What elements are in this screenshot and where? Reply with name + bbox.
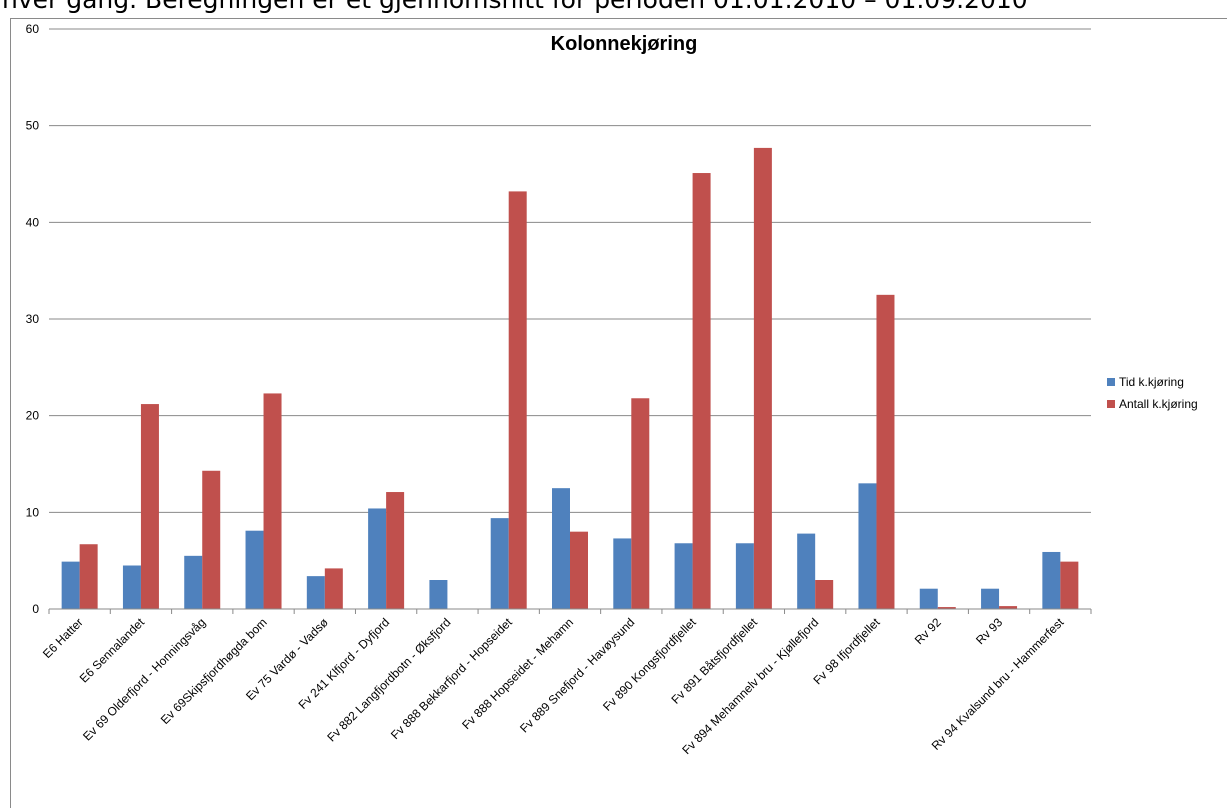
bar-tid	[735, 543, 754, 609]
bar-antall	[79, 544, 98, 609]
y-tick-label: 50	[26, 119, 40, 133]
legend-swatch	[1107, 400, 1115, 408]
bar-antall	[1060, 561, 1079, 609]
legend-label: Antall k.kjøring	[1119, 397, 1198, 411]
bar-antall	[631, 398, 650, 609]
bar-antall	[508, 191, 527, 609]
bar-antall	[386, 492, 405, 609]
bar-tid	[674, 543, 693, 609]
bar-antall	[570, 531, 588, 609]
header-text: hver gang. Beregningen er et gjennomsnit…	[2, 0, 1028, 14]
bar-tid	[61, 561, 80, 609]
bar-antall	[692, 173, 711, 610]
bar-tid	[1042, 551, 1061, 609]
x-tick-label: E6 Hatter	[40, 615, 86, 661]
x-tick-label: Fv 889 Snefjord - Havøysund	[517, 615, 637, 735]
bar-antall	[999, 606, 1018, 609]
bar-antall	[937, 607, 956, 609]
y-tick-label: 60	[26, 22, 40, 36]
bar-tid	[858, 483, 877, 609]
x-tick-label: E6 Sennalandet	[77, 615, 148, 686]
bar-tid	[919, 588, 938, 609]
bar-tid	[306, 576, 325, 609]
bar-antall	[815, 580, 834, 609]
bar-tid	[122, 565, 141, 609]
bar-antall	[324, 568, 343, 609]
bar-antall	[876, 294, 895, 609]
bar-tid	[368, 508, 387, 609]
y-tick-label: 30	[26, 312, 40, 326]
bar-tid	[981, 588, 1000, 609]
chart-title: Kolonnekjøring	[551, 33, 698, 55]
bar-antall	[263, 393, 282, 609]
x-tick-label: Fv 888 Hopseidet - Mehamn	[459, 615, 576, 732]
bar-tid	[429, 580, 448, 609]
bar-tid	[613, 538, 632, 609]
y-axis-ticks: 0 10 20 30 40 50 60	[26, 22, 40, 616]
bar-antall	[202, 470, 221, 609]
bar-tid	[184, 555, 203, 609]
bar-tid	[552, 488, 570, 609]
legend-label: Tid k.kjøring	[1119, 375, 1184, 389]
bars	[61, 147, 1079, 610]
x-tick-label: Rv 94 Kvalsund bru - Hammerfest	[929, 615, 1067, 753]
x-tick-label: Ev 69 Olderfjord - Honningsvåg	[80, 615, 208, 743]
bar-tid	[245, 530, 264, 609]
x-tick-label: Fv 98 Ifjordfjellet	[810, 615, 883, 688]
bar-antall	[753, 147, 772, 609]
legend: Tid k.kjøring Antall k.kjøring	[1107, 375, 1198, 411]
bar-antall	[140, 404, 159, 609]
x-tick-label: Rv 93	[973, 615, 1005, 647]
x-tick-label: Ev 69Skipsfjordhøgda bom	[158, 615, 270, 727]
y-tick-label: 40	[26, 215, 40, 229]
y-tick-label: 20	[26, 409, 40, 423]
x-tick-label: Fv 882 Langfjordbotn - Øksfjord	[324, 615, 453, 744]
gridlines	[49, 28, 1091, 513]
bar-tid	[797, 533, 816, 609]
legend-swatch	[1107, 378, 1115, 386]
bar-tid	[490, 518, 509, 609]
y-tick-label: 10	[26, 505, 40, 519]
x-tick-label: Fv 894 Mehamnelv bru - Kjøllefjord	[679, 615, 821, 757]
x-tick-label: Fv 888 Bekkarfjord - Hopseidet	[388, 615, 515, 742]
x-tick-label: Rv 92	[912, 615, 944, 647]
y-tick-label: 0	[32, 602, 39, 616]
chart-frame	[10, 18, 1227, 808]
